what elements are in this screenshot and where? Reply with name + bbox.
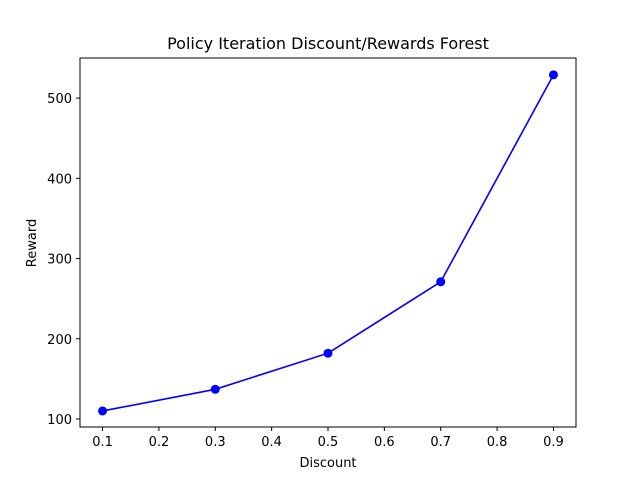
axis-ticks: 0.1 0.2 0.3 0.4 0.5 0.6 0.7 0.8 0.9 100 200 300 400 5…	[47, 92, 564, 450]
x-tick-label: 0.6	[374, 435, 395, 450]
x-tick-label: 0.5	[318, 435, 339, 450]
y-tick-label: 400	[47, 172, 72, 187]
x-tick-label: 0.2	[149, 435, 170, 450]
x-tick-label: 0.7	[430, 435, 451, 450]
chart-title: Policy Iteration Discount/Rewards Forest	[167, 34, 489, 53]
data-point	[210, 384, 220, 394]
x-tick-label: 0.3	[205, 435, 226, 450]
data-point	[436, 277, 446, 287]
y-tick-label: 200	[47, 333, 72, 348]
x-axis-label: Discount	[299, 456, 356, 471]
data-point	[98, 406, 108, 416]
x-tick-label: 0.9	[543, 435, 564, 450]
y-tick-label: 100	[47, 413, 72, 428]
series-layer	[98, 70, 558, 416]
data-point	[323, 348, 333, 358]
data-point	[548, 70, 558, 80]
plot-frame	[79, 57, 577, 428]
y-tick-label: 500	[47, 92, 72, 107]
y-axis-label: Reward	[25, 219, 40, 267]
x-tick-label: 0.8	[487, 435, 508, 450]
y-tick-label: 300	[47, 253, 72, 268]
x-tick-label: 0.4	[261, 435, 282, 450]
x-tick-label: 0.1	[92, 435, 113, 450]
